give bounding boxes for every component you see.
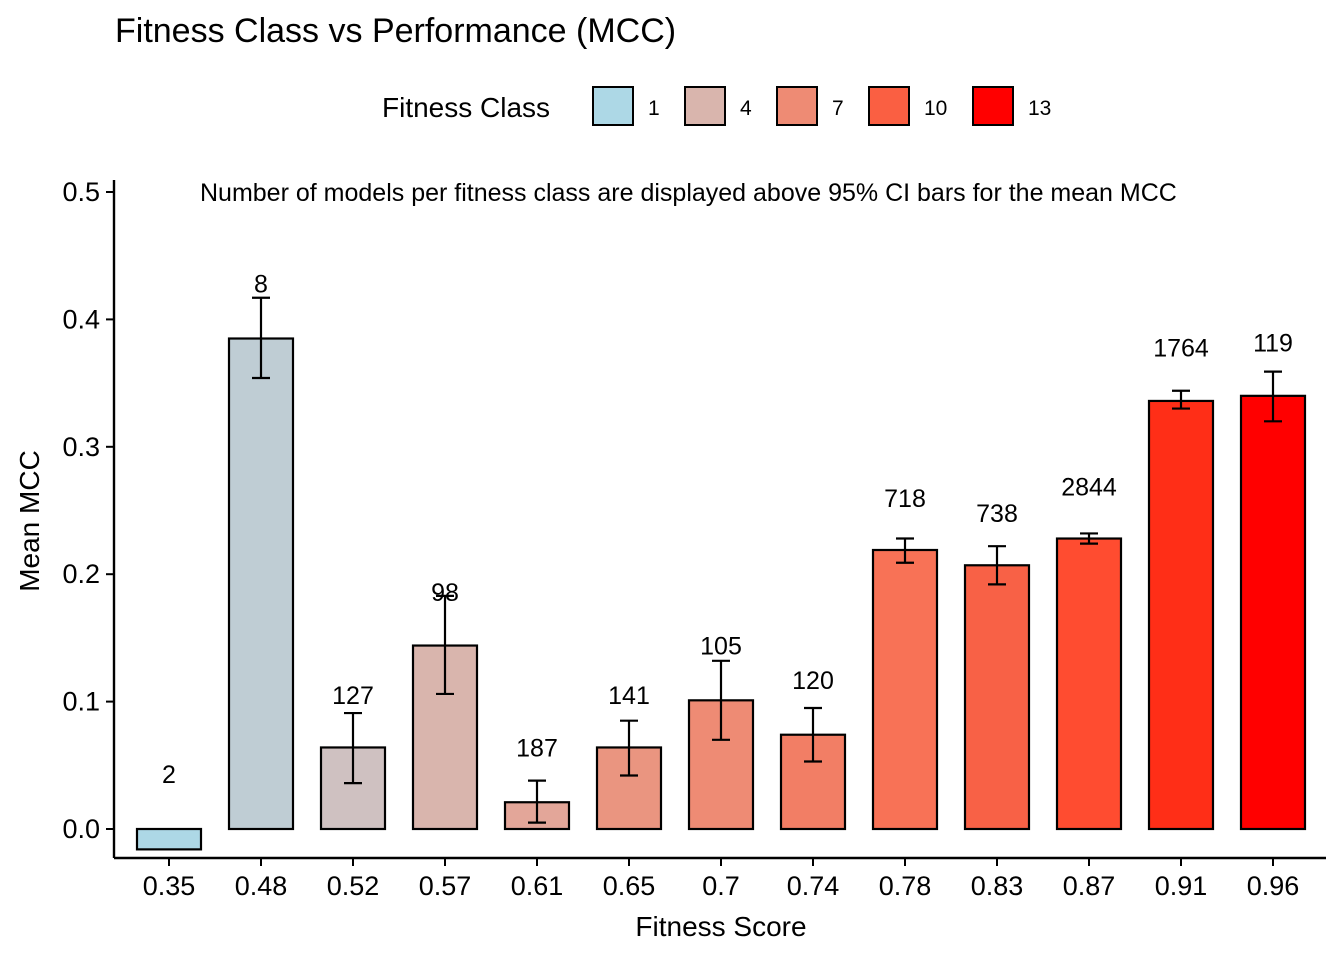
count-label: 738 (976, 500, 1018, 528)
bar (963, 564, 1031, 831)
x-tick-label: 0.35 (143, 871, 196, 901)
x-tick-label: 0.91 (1155, 871, 1208, 901)
x-tick-label: 0.65 (603, 871, 656, 901)
x-tick-label: 0.52 (327, 871, 380, 901)
legend-swatch (972, 86, 1014, 126)
x-tick-label: 0.57 (419, 871, 472, 901)
legend-swatch (592, 86, 634, 126)
legend-label: 13 (1028, 97, 1052, 120)
count-label: 718 (884, 485, 926, 513)
legend-label: 1 (648, 97, 660, 120)
legend: Fitness Class 1 4 7 10 13 (0, 86, 1344, 130)
x-tick-label: 0.7 (702, 871, 740, 901)
error-bars-layer (252, 296, 1282, 824)
count-label: 2 (162, 761, 176, 789)
bar (1055, 537, 1123, 831)
chart-title: Fitness Class vs Performance (MCC) (115, 12, 677, 50)
x-tick-label: 0.61 (511, 871, 564, 901)
legend-label: 7 (832, 97, 844, 120)
bar (1147, 399, 1215, 831)
legend-swatch (776, 86, 818, 126)
count-label: 119 (1253, 329, 1293, 357)
count-label: 127 (332, 682, 374, 710)
legend-swatch (684, 86, 726, 126)
x-tick-label: 0.87 (1063, 871, 1116, 901)
x-axis-title: Fitness Score (635, 911, 806, 942)
y-tick-label: 0.1 (62, 687, 100, 717)
bar (1239, 394, 1307, 831)
count-label: 105 (700, 633, 742, 661)
count-label: 98 (431, 579, 459, 607)
count-labels-layer: 2 8 127 98 187 141 105 120 718 738 2844 1764 119 (162, 271, 1293, 789)
y-axis-title: Mean MCC (14, 450, 45, 592)
legend-title: Fitness Class (382, 92, 551, 123)
count-label: 2844 (1061, 473, 1117, 501)
count-label: 120 (792, 667, 834, 695)
y-tick-label: 0.4 (62, 304, 100, 334)
bars-layer (135, 337, 1307, 851)
bar (135, 827, 203, 851)
legend-label: 10 (924, 97, 948, 120)
count-label: 141 (608, 682, 650, 710)
chart-annotation: Number of models per fitness class are d… (200, 179, 1177, 207)
x-tick-label: 0.48 (235, 871, 288, 901)
bar (871, 548, 939, 831)
count-label: 1764 (1153, 334, 1209, 362)
y-tick-label: 0.5 (62, 177, 100, 207)
count-label: 8 (254, 271, 268, 299)
y-tick-label: 0.2 (62, 559, 100, 589)
x-tick-label: 0.74 (787, 871, 840, 901)
legend-swatch (868, 86, 910, 126)
y-tick-label: 0.3 (62, 432, 100, 462)
axes-layer: 0.35 0.48 0.52 0.57 0.61 0.65 0.7 0.74 0.78 0.83 0… (62, 177, 1326, 901)
x-tick-label: 0.83 (971, 871, 1024, 901)
count-label: 187 (516, 734, 558, 762)
x-tick-label: 0.78 (879, 871, 932, 901)
x-tick-label: 0.96 (1247, 871, 1300, 901)
y-tick-label: 0.0 (62, 814, 100, 844)
bar (227, 337, 295, 831)
legend-label: 4 (740, 97, 752, 120)
